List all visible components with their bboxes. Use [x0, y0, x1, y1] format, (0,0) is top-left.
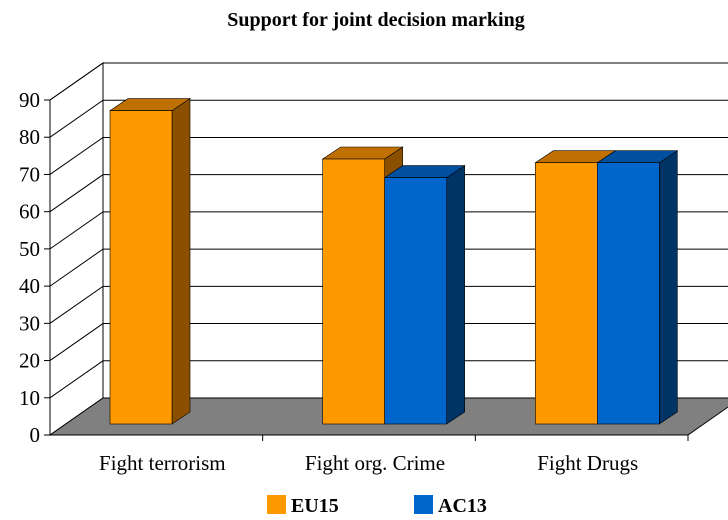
- y-axis-ticks: 0 10 20 30 40 50 60 70 80 90: [19, 88, 50, 447]
- y-tick-label: 50: [19, 237, 40, 261]
- y-tick-label: 70: [19, 162, 40, 186]
- y-tick-label: 10: [19, 386, 40, 410]
- legend-swatch-ac13: [414, 495, 433, 514]
- bars: [109, 98, 679, 425]
- bar-ac13-2: [596, 150, 679, 425]
- gridline: [49, 248, 728, 287]
- legend: EU15 AC13: [267, 495, 487, 517]
- y-tick-label: 60: [19, 200, 40, 224]
- y-tick-label: 20: [19, 349, 40, 373]
- gridline: [49, 285, 728, 324]
- x-category-label: Fight org. Crime: [305, 451, 445, 475]
- gridline: [49, 136, 728, 175]
- gridlines: [49, 62, 728, 399]
- y-tick-label: 30: [19, 311, 40, 335]
- axes: [49, 100, 688, 436]
- legend-label-ac13: AC13: [438, 495, 487, 517]
- y-tick-label: 40: [19, 274, 40, 298]
- gridline: [49, 323, 728, 361]
- y-tick-label: 80: [19, 125, 40, 149]
- gridline: [49, 211, 728, 250]
- x-category-label: Fight terrorism: [99, 451, 226, 475]
- gridline: [49, 99, 728, 138]
- chart-title: Support for joint decision marking: [227, 9, 524, 31]
- y-tick-label: 0: [30, 423, 41, 447]
- bar-eu15-0: [109, 98, 191, 425]
- x-axis-categories: Fight terrorism Fight org. Crime Fight Dru…: [99, 435, 689, 475]
- x-category-label: Fight Drugs: [537, 451, 638, 475]
- gridline: [49, 360, 728, 399]
- y-tick-label: 90: [19, 88, 40, 112]
- legend-swatch-eu15: [267, 495, 286, 514]
- bar-ac13-1: [383, 165, 466, 425]
- gridline: [49, 62, 728, 101]
- legend-label-eu15: EU15: [291, 495, 339, 517]
- gridline: [49, 174, 728, 213]
